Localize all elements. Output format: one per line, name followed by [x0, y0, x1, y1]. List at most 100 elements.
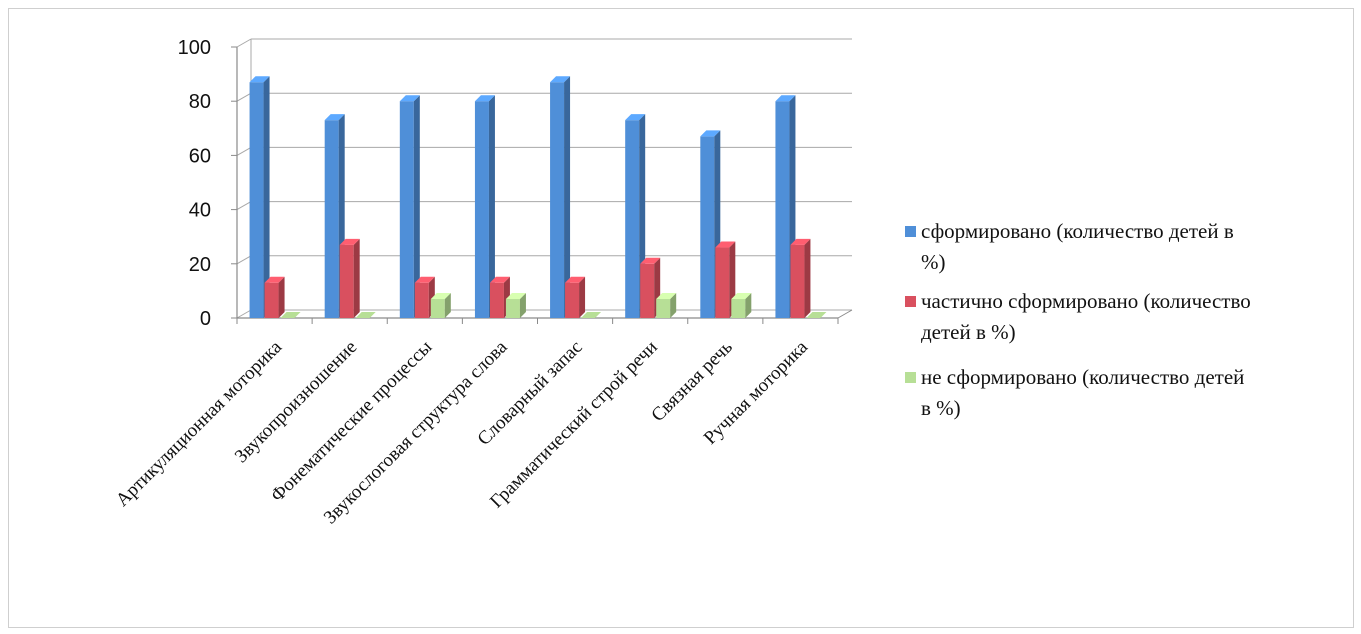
- bar-top: [414, 276, 435, 283]
- gridline-side: [236, 201, 252, 211]
- bar-top: [700, 130, 721, 137]
- y-axis-ticks: 0 20 40 60 80 100: [178, 37, 237, 330]
- bar-side: [263, 76, 270, 318]
- bar-front: [399, 101, 414, 318]
- bar: [280, 312, 301, 318]
- bar-side: [564, 76, 571, 318]
- legend-item: сформировано (количество детей в%): [905, 219, 1234, 274]
- bar-top: [324, 114, 345, 121]
- x-axis-ticks: Артикуляционная моторикаЗвукопроизношени…: [112, 318, 839, 528]
- bar-side: [353, 238, 360, 318]
- bar-top: [775, 95, 796, 102]
- bar: [565, 276, 586, 318]
- bar-top: [731, 293, 752, 300]
- bar-side: [519, 293, 526, 318]
- bar: [581, 312, 602, 318]
- y-tick-label: 0: [200, 308, 211, 330]
- bar-top: [790, 238, 811, 245]
- bar-front: [505, 299, 520, 318]
- legend-swatch: [905, 226, 916, 237]
- bar: [550, 76, 571, 318]
- bar-zero: [806, 312, 827, 318]
- legend-swatch: [905, 372, 916, 383]
- bar-side: [278, 276, 285, 318]
- bar-side: [804, 238, 811, 318]
- legend-label: в %): [921, 396, 961, 420]
- bar: [430, 293, 451, 318]
- bar: [249, 76, 270, 318]
- bar-front: [731, 299, 746, 318]
- bar-top: [625, 114, 646, 121]
- bar-front: [414, 282, 429, 318]
- bar-zero: [280, 312, 301, 318]
- bar-front: [339, 244, 354, 318]
- gridline-side: [236, 146, 252, 156]
- bar: [474, 95, 495, 318]
- bar-front: [625, 120, 640, 318]
- legend-label: сформировано (количество детей в: [921, 219, 1234, 243]
- gridline-side: [236, 92, 252, 102]
- legend-item: частично сформировано (количество детей в…: [905, 289, 1251, 344]
- bar: [715, 241, 736, 318]
- bar-front: [790, 244, 805, 318]
- bar-top: [550, 76, 571, 83]
- bar-front: [550, 82, 565, 318]
- bar-top: [249, 76, 270, 83]
- bar-top: [505, 293, 526, 300]
- bar-front: [640, 263, 655, 318]
- bars: [249, 76, 827, 318]
- bar: [264, 276, 285, 318]
- bar-side: [670, 293, 677, 318]
- bar-top: [489, 276, 510, 283]
- bar-top: [656, 293, 677, 300]
- bar-front: [489, 282, 504, 318]
- bar: [731, 293, 752, 318]
- gridline-side: [236, 255, 252, 265]
- bar: [790, 238, 811, 318]
- floor-edge: [837, 309, 853, 319]
- gridline-side: [236, 38, 252, 48]
- bar-side: [413, 95, 420, 318]
- bar-front: [430, 299, 445, 318]
- bar: [656, 293, 677, 318]
- bar: [355, 312, 376, 318]
- bar-front: [656, 299, 671, 318]
- legend-label: частично сформировано (количество: [921, 289, 1251, 313]
- legend-label: детей в %): [921, 320, 1016, 344]
- legend-item: не сформировано (количество детей в %): [905, 365, 1244, 420]
- legend: сформировано (количество детей в%) частич…: [905, 219, 1251, 420]
- bar-front: [474, 101, 489, 318]
- bar: [339, 238, 360, 318]
- bar-side: [488, 95, 495, 318]
- bar-top: [399, 95, 420, 102]
- bar-zero: [581, 312, 602, 318]
- bar: [806, 312, 827, 318]
- bar-top: [565, 276, 586, 283]
- bar: [505, 293, 526, 318]
- bar-side: [579, 276, 586, 318]
- bar-top: [640, 257, 661, 264]
- y-tick-label: 100: [178, 37, 211, 59]
- legend-label: %): [921, 250, 946, 274]
- y-tick-label: 40: [189, 200, 211, 222]
- y-tick-label: 80: [189, 91, 211, 113]
- bar-top: [264, 276, 285, 283]
- bar-front: [715, 247, 730, 318]
- bar-top: [715, 241, 736, 248]
- bar-front: [565, 282, 580, 318]
- bar-front: [249, 82, 264, 318]
- y-tick-label: 20: [189, 254, 211, 276]
- bar-front: [700, 136, 715, 318]
- bar: [399, 95, 420, 318]
- bar-side: [745, 293, 752, 318]
- legend-label: не сформировано (количество детей: [921, 365, 1244, 389]
- bar-front: [324, 120, 339, 318]
- legend-swatch: [905, 296, 916, 307]
- bar-side: [444, 293, 451, 318]
- y-tick-label: 60: [189, 145, 211, 167]
- bar-top: [474, 95, 495, 102]
- bar-front: [775, 101, 790, 318]
- bar-zero: [355, 312, 376, 318]
- bar-top: [339, 238, 360, 245]
